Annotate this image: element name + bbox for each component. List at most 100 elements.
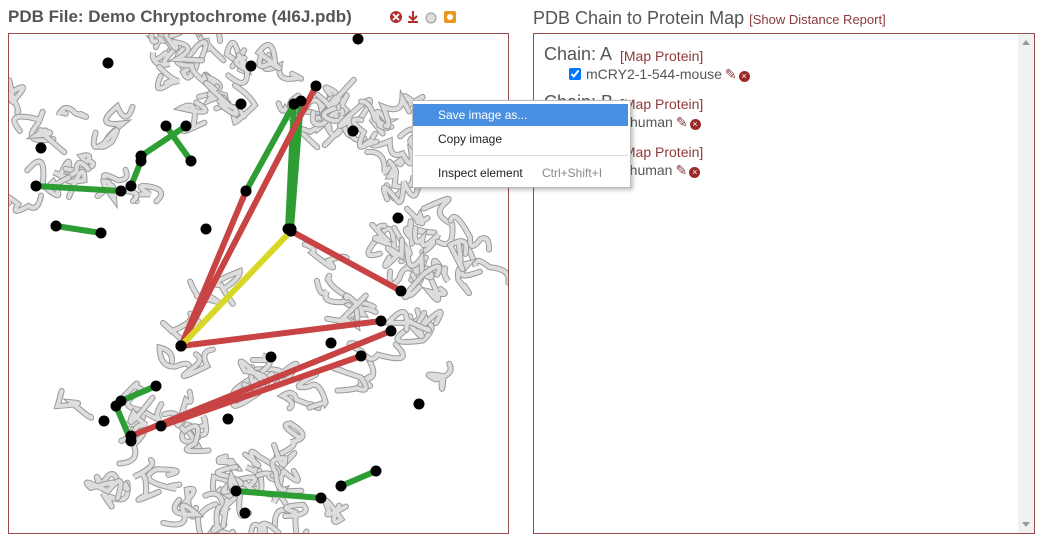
ribbon: [157, 344, 192, 369]
crosslink: [243, 101, 297, 194]
ribbon: [413, 226, 441, 254]
residue-dot: [200, 223, 212, 235]
residue-dot: [235, 98, 247, 110]
crosslink: [178, 83, 319, 349]
menu-save-image[interactable]: Save image as...: [413, 104, 628, 126]
context-menu: Save image as... Copy image Inspect elem…: [412, 100, 631, 188]
protein-checkbox[interactable]: [569, 68, 581, 80]
delete-icon[interactable]: ×: [689, 119, 701, 130]
ribbon: [402, 264, 442, 299]
scrollbar[interactable]: [1018, 34, 1034, 533]
remove-icon-x: [392, 13, 400, 21]
edit-icon[interactable]: ✎: [675, 162, 688, 178]
menu-label: Copy image: [438, 132, 503, 146]
ribbon: [426, 361, 453, 391]
ribbon: [379, 92, 412, 129]
crosslink: [178, 188, 249, 349]
residue-dot: [135, 155, 147, 167]
delete-icon[interactable]: ×: [738, 71, 750, 82]
protein-viewer[interactable]: [8, 33, 509, 534]
ribbon: [150, 47, 177, 67]
ribbon: [128, 395, 155, 437]
crosslink: [288, 228, 404, 294]
crosslink: [118, 383, 159, 404]
residue-dot: [335, 480, 347, 492]
ribbon: [325, 293, 368, 324]
ribbon: [404, 206, 430, 226]
ribbon: [203, 491, 227, 533]
ribbon: [347, 341, 405, 361]
residue-dot: [175, 340, 187, 352]
residue-dot: [385, 325, 397, 337]
residue-dot: [160, 120, 172, 132]
residue-dot: [240, 185, 252, 197]
crosslink: [178, 318, 384, 349]
residue-dot: [98, 415, 110, 427]
residue-dot: [325, 337, 337, 349]
view-icon[interactable]: [425, 12, 437, 24]
chain-label: Chain: A: [544, 44, 613, 64]
ribbon: [274, 421, 305, 458]
chain-protein-row: -human ✎ ×: [625, 162, 701, 179]
ribbon: [337, 97, 372, 142]
ribbon: [357, 358, 376, 388]
crosslink: [138, 123, 189, 159]
crosslink: [178, 228, 294, 349]
ribbon: [195, 502, 236, 533]
ribbon: [101, 167, 139, 204]
crosslink: [158, 353, 364, 429]
ribbon: [101, 480, 130, 509]
ribbon: [9, 78, 25, 115]
residue-dot: [375, 315, 387, 327]
residue-dot: [355, 350, 367, 362]
residue-dot: [125, 430, 137, 442]
residue-dot: [310, 80, 322, 92]
residue-dot: [180, 120, 192, 132]
ribbon: [146, 467, 182, 491]
ribbon: [323, 498, 348, 524]
residue-dot: [230, 485, 242, 497]
download-icon[interactable]: [408, 11, 418, 23]
residue-dot: [392, 212, 404, 224]
ribbon: [315, 77, 356, 115]
menu-separator: [415, 155, 628, 156]
crosslink: [338, 468, 379, 489]
molecule-render: [9, 34, 508, 533]
menu-shortcut: Ctrl+Shift+I: [542, 166, 603, 180]
scroll-down[interactable]: [1022, 522, 1030, 527]
residue-dot: [370, 465, 382, 477]
residue-dot: [288, 98, 300, 110]
delete-icon[interactable]: ×: [689, 167, 701, 178]
crosslink: [53, 223, 104, 236]
ribbon: [54, 388, 94, 420]
ribbon: [220, 492, 241, 528]
ribbon: [175, 100, 208, 134]
settings-icon-dot: [447, 14, 453, 20]
ribbon: [381, 180, 420, 205]
menu-label: Inspect element: [438, 166, 523, 180]
distance-report-link[interactable]: [Show Distance Report]: [749, 12, 886, 27]
toolbar-icons: [390, 11, 456, 24]
menu-copy-image[interactable]: Copy image: [413, 128, 628, 150]
residue-dot: [95, 227, 107, 239]
crosslink: [33, 183, 124, 194]
ribbon: [384, 310, 432, 333]
ribbon: [249, 521, 281, 533]
ribbon: [91, 128, 119, 150]
edit-icon[interactable]: ✎: [675, 114, 688, 130]
map-protein-link[interactable]: [Map Protein]: [620, 96, 704, 112]
residue-dot: [413, 398, 425, 410]
map-protein-link[interactable]: [Map Protein]: [620, 144, 704, 160]
residue-dot: [265, 351, 277, 363]
ribbon: [383, 238, 405, 268]
residue-dot: [30, 180, 42, 192]
ribbon: [155, 65, 180, 91]
scroll-up[interactable]: [1022, 40, 1030, 45]
map-protein-link[interactable]: [Map Protein]: [620, 48, 704, 64]
residue-dot: [50, 220, 62, 232]
menu-inspect[interactable]: Inspect element Ctrl+Shift+I: [413, 162, 628, 184]
edit-icon[interactable]: ✎: [724, 66, 737, 82]
ribbon: [57, 105, 88, 119]
residue-dot: [395, 285, 407, 297]
